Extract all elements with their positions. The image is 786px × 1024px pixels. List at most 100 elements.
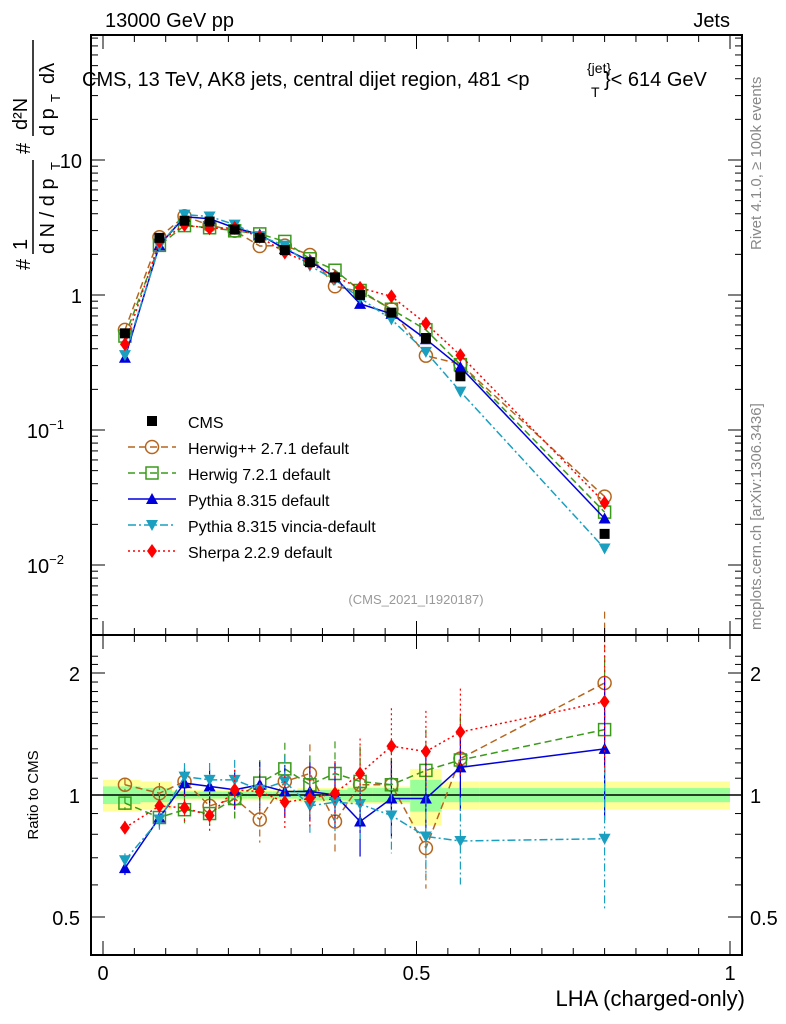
ratio-y-tick-label: 1 [69,786,80,808]
ratio-y-tick-label-right: 0.5 [750,908,778,930]
legend-marker [147,544,157,558]
ratio-ylabel: Ratio to CMS [25,750,42,839]
legend-label: Herwig 7.2.1 default [188,467,331,484]
watermark: (CMS_2021_I1920187) [348,592,483,607]
legend-marker [146,520,158,531]
ratio-point [118,855,131,867]
y-tick-label: 10−1 [27,417,64,443]
data-point [455,371,466,382]
data-point [178,209,191,221]
series-layer [117,208,612,911]
series-cms [119,215,610,539]
series-line [124,213,606,549]
svg-text:{jet}: {jet} [587,60,611,76]
data-point [329,272,340,283]
ratio-point [598,833,611,845]
svg-text:d p: d p [37,108,59,136]
ratio-point [599,694,610,709]
x-axis-label: LHA (charged-only) [555,986,745,1011]
svg-text:T: T [48,162,63,170]
data-point [420,316,431,331]
ratio-point [229,782,240,797]
y-tick-label: 10−2 [27,552,64,578]
series-herwig-2-7-1-default [117,208,612,504]
ratio-point [454,836,467,848]
legend-marker [145,466,159,480]
data-point [598,512,611,524]
svg-text:#: # [13,142,35,154]
x-tick-label: 0.5 [403,963,431,985]
ratio-point [204,808,215,823]
data-point [386,289,397,304]
legend-marker [147,416,157,426]
svg-text:1: 1 [10,239,32,250]
ratio-y-tick-label-right: 2 [750,664,761,686]
data-point [355,290,366,300]
data-point [304,257,315,268]
ratio-series-herwig-2-7-1-default [117,611,612,889]
ratio-point [178,771,191,783]
data-point [204,216,215,227]
ratio-point [386,739,397,754]
y-tick-exponent: −2 [49,552,64,567]
svg-text:}< 614 GeV: }< 614 GeV [604,69,708,91]
legend-item: Sherpa 2.2.9 default [128,544,333,562]
ratio-y-tick-label: 2 [69,664,80,686]
data-point [454,386,467,398]
legend-item: Herwig++ 2.7.1 default [128,439,350,458]
legend-label: Pythia 8.315 default [188,493,330,510]
ratio-series-sherpa-2-2-9-default [119,630,610,835]
ratio-point [154,798,165,813]
data-point [455,348,466,363]
svg-text:T: T [591,84,600,100]
legend-marker [144,439,160,455]
legend: CMS Herwig++ 2.7.1 default Herwig 7.2.1 de… [128,415,376,562]
y-tick-exponent: −1 [49,417,64,432]
legend-label: Herwig++ 2.7.1 default [188,441,350,458]
ratio-point [419,831,432,843]
data-point [119,328,130,339]
series-line [124,224,606,504]
svg-text:T: T [48,94,63,102]
ratio-line [124,748,605,869]
ratio-line [124,775,605,861]
data-point [254,232,265,243]
legend-item: Herwig 7.2.1 default [128,466,331,484]
data-point [419,346,432,358]
legend-item: Pythia 8.315 vincia-default [128,519,376,536]
ratio-series-pythia-8-315-vincia-default [118,755,611,911]
ratio-point [355,766,366,781]
x-tick-label: 1 [724,963,735,985]
data-point [386,307,397,318]
data-point [229,224,240,235]
svg-text:#: # [13,258,35,270]
data-point [279,245,290,256]
ratio-line [124,700,605,829]
data-point [599,495,610,510]
y-tick-label: 10 [60,151,82,173]
ratio-point [304,791,315,806]
ratio-series-pythia-8-315-default [118,677,611,876]
ratio-point [598,742,611,754]
data-point [420,333,431,344]
header-left: 13000 GeV pp [105,10,234,32]
ratio-point [455,725,466,740]
ratio-point [252,812,267,827]
data-point [119,337,130,352]
ratio-point [385,810,398,822]
svg-text:CMS, 13 TeV, AK8 jets, central: CMS, 13 TeV, AK8 jets, central dijet reg… [82,69,530,91]
data-point [599,528,610,539]
legend-label: Pythia 8.315 vincia-default [188,519,376,536]
ratio-point [117,777,133,792]
chart-title: CMS, 13 TeV, AK8 jets, central dijet reg… [82,60,708,100]
data-point [454,361,467,373]
svg-text:dλ: dλ [37,63,59,84]
ratio-point [329,786,340,801]
legend-item: CMS [147,415,224,432]
ratio-y-tick-label-right: 1 [750,786,761,808]
ratio-point [119,820,130,835]
data-point [154,232,165,243]
ratio-point [420,744,431,759]
ratio-line [124,682,605,850]
